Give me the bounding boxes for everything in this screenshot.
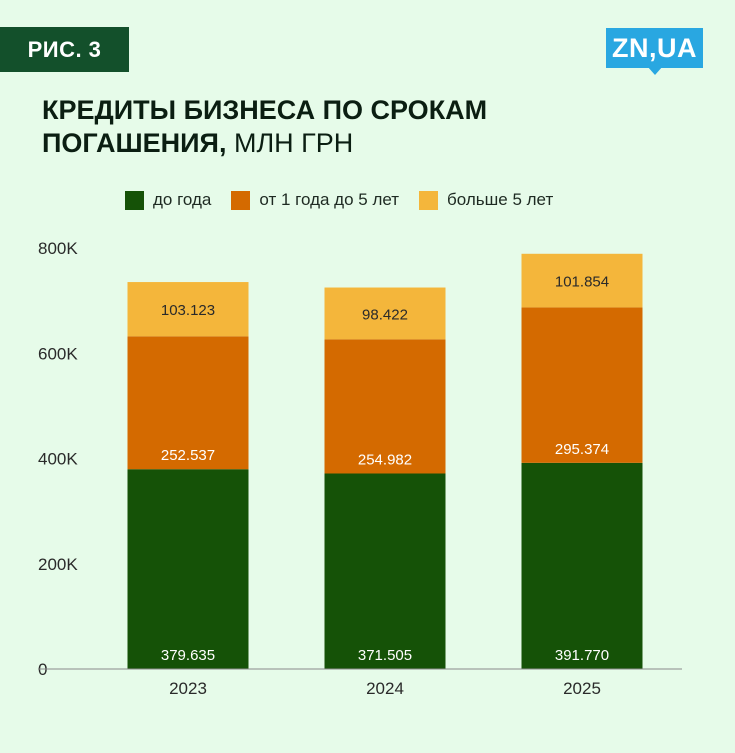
y-tick-label: 200K (38, 555, 78, 574)
data-label: 103.123 (161, 302, 215, 319)
legend-label-2: больше 5 лет (447, 190, 554, 209)
x-tick-label: 2023 (169, 679, 207, 698)
data-label: 98.422 (362, 306, 408, 323)
legend-item-2: больше 5 лет (419, 190, 553, 210)
chart-legend: до года от 1 года до 5 лет больше 5 лет (125, 190, 573, 210)
data-label: 254.982 (358, 451, 412, 468)
bar-segment (127, 336, 249, 470)
bar-segment (324, 473, 446, 669)
y-tick-label: 800K (38, 239, 78, 258)
x-tick-label: 2025 (563, 679, 601, 698)
y-tick-label: 400K (38, 450, 78, 469)
legend-swatch-1 (231, 190, 251, 210)
bar-segment (521, 307, 643, 463)
bar-segment (127, 282, 249, 337)
legend-swatch-2 (419, 190, 439, 210)
x-tick-label: 2024 (366, 679, 404, 698)
legend-swatch-0 (125, 190, 144, 210)
data-label: 391.770 (555, 647, 609, 664)
figure-badge: РИС. 3 (0, 27, 129, 72)
chart-title: КРЕДИТЫ БИЗНЕСА ПО СРОКАМ ПОГАШЕНИЯ, МЛН… (42, 94, 642, 160)
bar-segment (324, 339, 446, 474)
zn-ua-logo: ZN,UA (606, 28, 703, 68)
data-label: 101.854 (555, 274, 609, 291)
data-label: 295.374 (555, 441, 609, 458)
data-label: 252.537 (161, 447, 215, 464)
bar-segment (324, 287, 446, 340)
data-label: 371.505 (358, 647, 412, 664)
legend-label-1: от 1 года до 5 лет (259, 190, 400, 209)
data-label: 379.635 (161, 647, 215, 664)
y-tick-label: 600K (38, 344, 78, 363)
bar-segment (521, 253, 643, 308)
chart-title-bold: КРЕДИТЫ БИЗНЕСА ПО СРОКАМ ПОГАШЕНИЯ, (42, 95, 488, 158)
bar-segment (521, 462, 643, 669)
logo-tail-shape (647, 66, 663, 75)
legend-item-1: от 1 года до 5 лет (231, 190, 399, 210)
chart-title-unit: МЛН ГРН (226, 128, 354, 158)
bar-segment (127, 469, 249, 669)
legend-item-0: до года (125, 190, 211, 210)
legend-label-0: до года (153, 190, 212, 209)
